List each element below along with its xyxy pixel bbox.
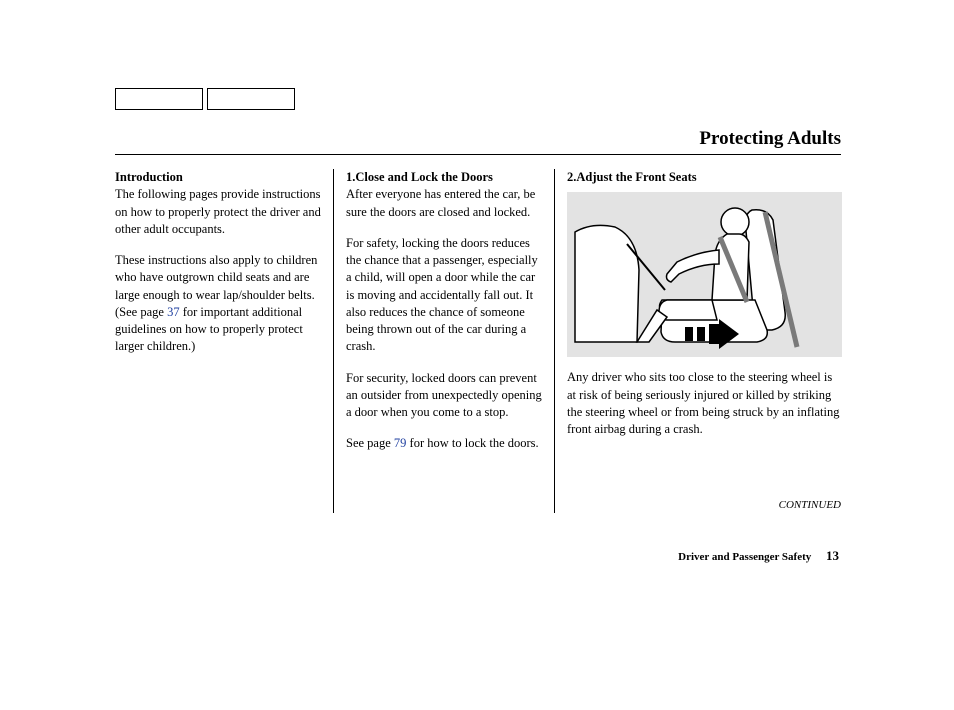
page-ref-79[interactable]: 79 xyxy=(394,436,407,450)
content-columns: Introduction The following pages provide… xyxy=(115,169,841,513)
continued-label: CONTINUED xyxy=(567,498,841,513)
seat-diagram-svg xyxy=(567,192,842,357)
title-row: Protecting Adults xyxy=(115,128,841,155)
doors-p4: See page 79 for how to lock the doors. xyxy=(346,435,542,452)
page-footer: Driver and Passenger Safety 13 xyxy=(678,548,839,564)
intro-heading: Introduction xyxy=(115,170,183,184)
seats-heading: 2.Adjust the Front Seats xyxy=(567,169,841,186)
footer-section: Driver and Passenger Safety xyxy=(678,551,811,563)
column-introduction: Introduction The following pages provide… xyxy=(115,169,333,513)
intro-p2: These instructions also apply to childre… xyxy=(115,252,321,356)
intro-block: Introduction The following pages provide… xyxy=(115,169,321,238)
nav-boxes xyxy=(115,88,841,110)
manual-page: Protecting Adults Introduction The follo… xyxy=(115,88,841,513)
doors-p2: For safety, locking the doors reduces th… xyxy=(346,235,542,356)
doors-block: 1.Close and Lock the Doors After everyon… xyxy=(346,169,542,221)
intro-p1: The following pages provide instructions… xyxy=(115,187,321,236)
column-close-doors: 1.Close and Lock the Doors After everyon… xyxy=(333,169,554,513)
page-number: 13 xyxy=(826,548,839,563)
nav-box-left[interactable] xyxy=(115,88,203,110)
seats-p1: Any driver who sits too close to the ste… xyxy=(567,369,841,438)
page-ref-37[interactable]: 37 xyxy=(167,305,180,319)
doors-p1: After everyone has entered the car, be s… xyxy=(346,187,535,218)
page-title: Protecting Adults xyxy=(699,128,841,149)
seat-adjustment-illustration xyxy=(567,192,842,357)
column-adjust-seats: 2.Adjust the Front Seats xyxy=(554,169,841,513)
nav-box-right[interactable] xyxy=(207,88,295,110)
doors-p3: For security, locked doors can prevent a… xyxy=(346,370,542,422)
doors-heading: 1.Close and Lock the Doors xyxy=(346,170,493,184)
